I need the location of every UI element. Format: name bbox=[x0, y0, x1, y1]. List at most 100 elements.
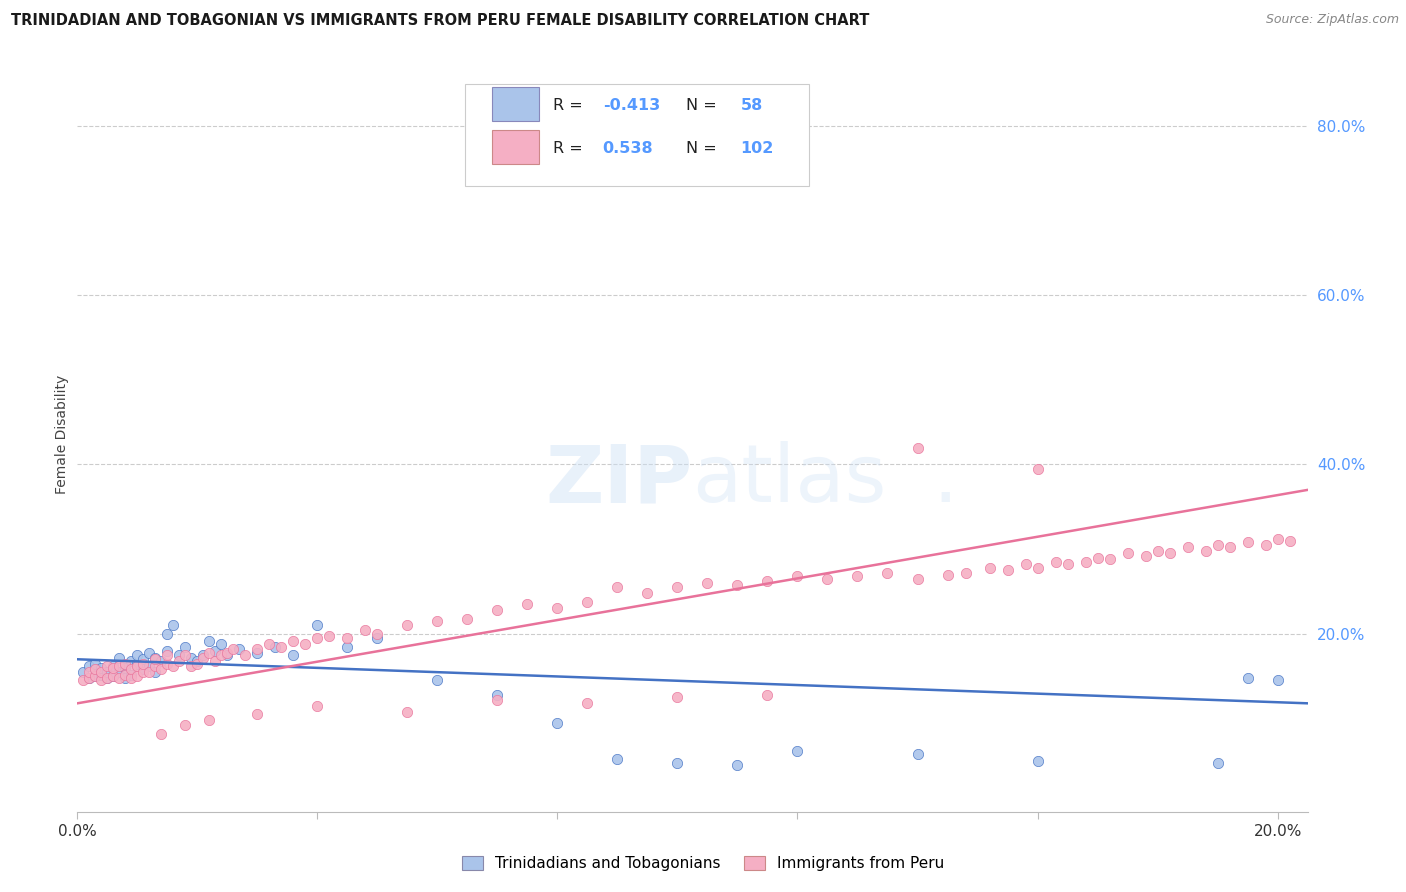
Point bbox=[576, 595, 599, 609]
Point bbox=[1116, 546, 1139, 560]
Point bbox=[246, 646, 269, 660]
Point bbox=[1026, 461, 1049, 475]
Point bbox=[162, 659, 184, 673]
Point bbox=[366, 627, 388, 641]
Point bbox=[907, 441, 929, 455]
Point bbox=[546, 601, 568, 615]
Point bbox=[366, 631, 388, 645]
Point bbox=[307, 698, 329, 713]
Point bbox=[180, 659, 202, 673]
Point bbox=[156, 657, 179, 671]
Point bbox=[96, 671, 118, 685]
Point bbox=[1219, 541, 1241, 555]
Point bbox=[79, 671, 101, 685]
Point bbox=[156, 627, 179, 641]
Point bbox=[138, 659, 160, 673]
Point bbox=[727, 758, 749, 772]
Point bbox=[103, 659, 125, 673]
Text: .: . bbox=[932, 441, 957, 519]
Point bbox=[606, 752, 628, 766]
Text: N =: N = bbox=[686, 98, 723, 113]
Y-axis label: Female Disability: Female Disability bbox=[55, 376, 69, 494]
Point bbox=[1194, 544, 1216, 558]
Point bbox=[246, 707, 269, 722]
Point bbox=[84, 669, 107, 683]
Point bbox=[96, 665, 118, 679]
Point bbox=[84, 657, 107, 671]
Point bbox=[156, 644, 179, 658]
Point bbox=[228, 642, 250, 657]
Point bbox=[120, 671, 142, 685]
Point bbox=[127, 669, 149, 683]
Point bbox=[1267, 532, 1289, 546]
Point bbox=[307, 631, 329, 645]
Point bbox=[756, 688, 779, 702]
Point bbox=[546, 715, 568, 730]
Point bbox=[1177, 541, 1199, 555]
Point bbox=[150, 727, 173, 741]
Point bbox=[209, 637, 232, 651]
Point bbox=[979, 561, 1001, 575]
Point bbox=[114, 661, 136, 675]
Point bbox=[138, 665, 160, 679]
Point bbox=[307, 618, 329, 632]
Point bbox=[143, 659, 166, 673]
Point bbox=[174, 648, 197, 662]
Point bbox=[127, 648, 149, 662]
Point bbox=[396, 618, 419, 632]
Point bbox=[426, 673, 449, 688]
Point bbox=[1236, 535, 1258, 549]
Point bbox=[1206, 756, 1229, 770]
Point bbox=[127, 659, 149, 673]
Text: 0.538: 0.538 bbox=[603, 141, 654, 156]
Point bbox=[396, 705, 419, 719]
Point bbox=[150, 662, 173, 676]
Point bbox=[217, 646, 239, 660]
Point bbox=[198, 633, 221, 648]
Point bbox=[636, 586, 658, 600]
Point bbox=[193, 650, 215, 665]
Point bbox=[72, 665, 94, 679]
Point bbox=[283, 648, 305, 662]
Point bbox=[1026, 754, 1049, 768]
Point bbox=[486, 693, 509, 707]
Point bbox=[132, 652, 155, 666]
Point bbox=[114, 667, 136, 681]
Point bbox=[1056, 558, 1078, 572]
Point bbox=[907, 572, 929, 586]
Point bbox=[516, 597, 538, 611]
Point bbox=[114, 657, 136, 671]
Point bbox=[127, 657, 149, 671]
Point bbox=[456, 612, 478, 626]
Point bbox=[756, 574, 779, 589]
Point bbox=[174, 718, 197, 732]
Point bbox=[486, 603, 509, 617]
Text: 102: 102 bbox=[741, 141, 773, 156]
Point bbox=[156, 648, 179, 662]
Point bbox=[84, 662, 107, 676]
Point bbox=[132, 657, 155, 671]
Point bbox=[606, 580, 628, 594]
Point bbox=[666, 756, 689, 770]
Point bbox=[198, 646, 221, 660]
Point bbox=[169, 654, 191, 668]
Point bbox=[138, 646, 160, 660]
Point bbox=[143, 665, 166, 679]
Point bbox=[1267, 673, 1289, 688]
Point bbox=[1206, 538, 1229, 552]
Point bbox=[162, 618, 184, 632]
Point bbox=[143, 650, 166, 665]
Point bbox=[696, 576, 718, 591]
Point bbox=[79, 665, 101, 679]
Point bbox=[132, 665, 155, 679]
Point bbox=[108, 650, 131, 665]
Point bbox=[120, 654, 142, 668]
Point bbox=[1278, 533, 1301, 548]
Point bbox=[1014, 558, 1036, 572]
Text: -0.413: -0.413 bbox=[603, 98, 659, 113]
Point bbox=[1146, 544, 1168, 558]
Text: atlas: atlas bbox=[693, 441, 887, 519]
Point bbox=[103, 669, 125, 683]
Point bbox=[90, 667, 112, 681]
Point bbox=[294, 637, 316, 651]
